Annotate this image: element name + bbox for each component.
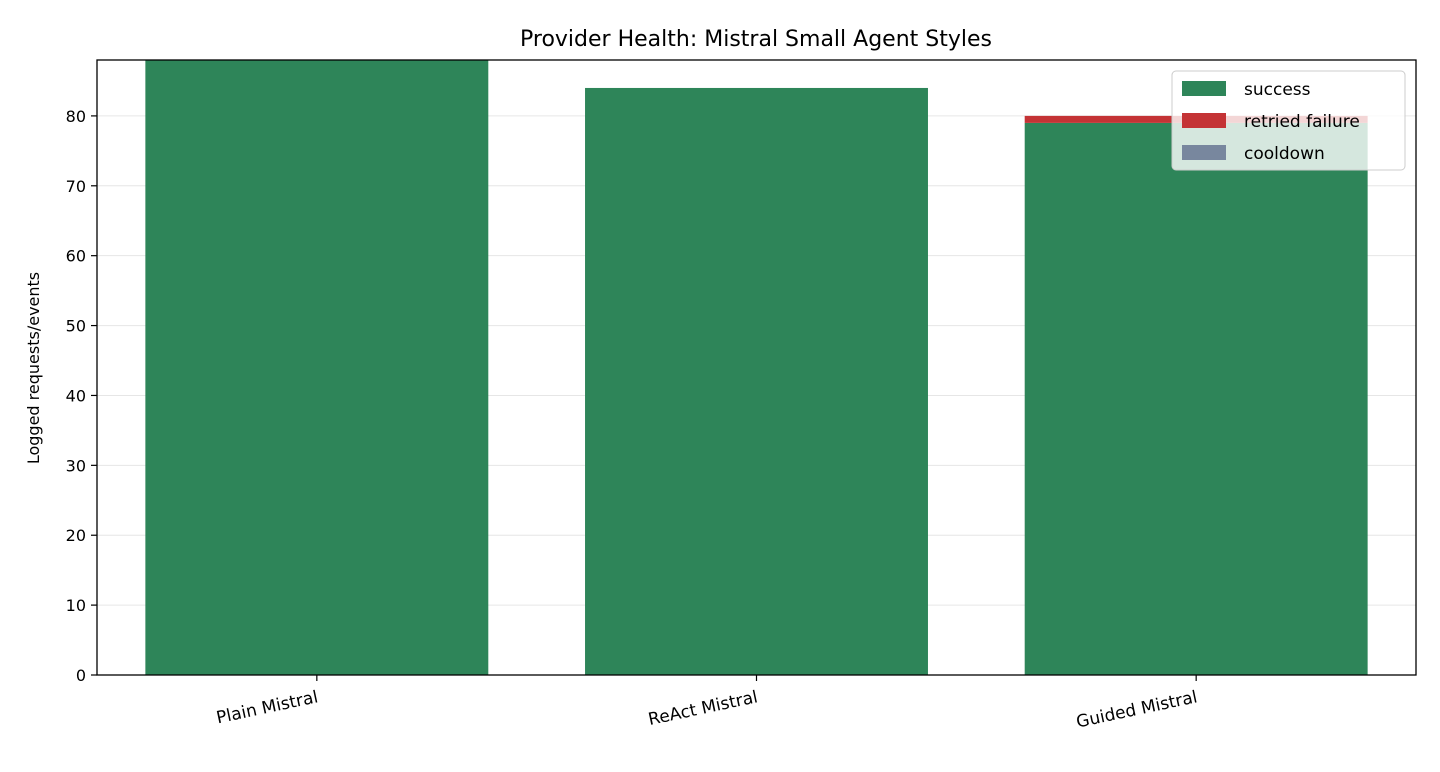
bars — [145, 60, 1368, 676]
y-tick-label: 60 — [66, 247, 86, 266]
bar-success-plain-mistral — [145, 60, 489, 675]
x-axis-ticks: Plain Mistral ReAct Mistral Guided Mistral — [215, 675, 1200, 732]
x-tick-label: ReAct Mistral — [647, 687, 760, 730]
y-tick-label: 0 — [76, 666, 86, 685]
y-tick-label: 70 — [66, 177, 86, 196]
y-tick-label: 40 — [66, 386, 86, 405]
y-tick-label: 30 — [66, 456, 86, 475]
y-axis-label: Logged requests/events — [24, 272, 43, 464]
legend-box — [1171, 70, 1406, 171]
x-tick-label: Plain Mistral — [215, 687, 320, 728]
legend-swatch — [1182, 113, 1226, 128]
y-tick-label: 20 — [66, 526, 86, 545]
y-tick-label: 80 — [66, 107, 86, 126]
y-tick-label: 50 — [66, 317, 86, 336]
x-tick-label: Guided Mistral — [1075, 687, 1200, 732]
legend: success retried failure cooldown — [1171, 70, 1406, 171]
bar-success-react-mistral — [585, 87, 928, 676]
y-tick-label: 10 — [66, 596, 86, 615]
legend-label: retried failure — [1244, 112, 1360, 132]
legend-label: cooldown — [1244, 144, 1325, 164]
legend-swatch — [1182, 81, 1226, 96]
legend-swatch — [1182, 145, 1226, 160]
y-axis-ticks: 0 10 20 30 40 50 60 70 80 — [66, 107, 97, 685]
bar-success-guided-mistral — [1024, 122, 1368, 676]
legend-label: success — [1244, 80, 1311, 100]
chart-title: Provider Health: Mistral Small Agent Sty… — [520, 27, 992, 52]
